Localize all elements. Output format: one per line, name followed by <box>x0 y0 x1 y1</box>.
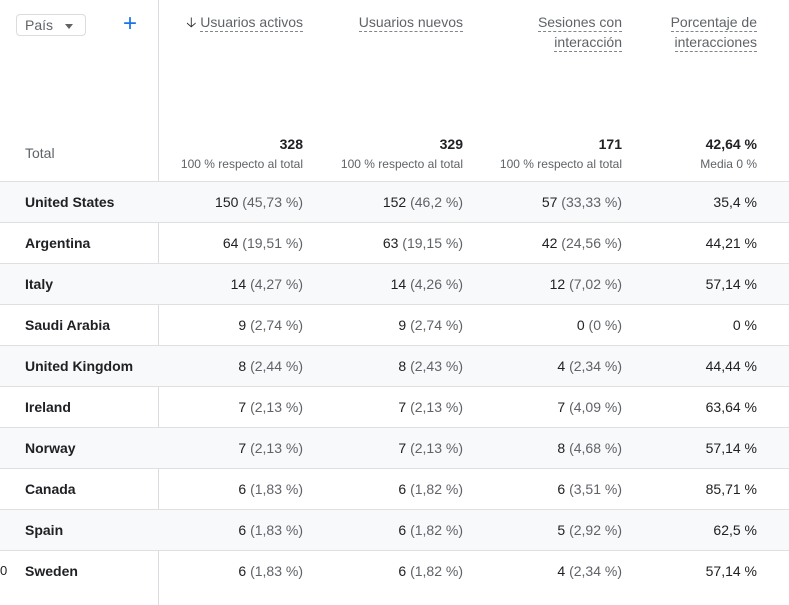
country-name[interactable]: Canada <box>25 481 76 497</box>
country-name[interactable]: Spain <box>25 522 64 538</box>
engaged-sessions-cell: 5 (2,92 %) <box>557 522 622 538</box>
active-users-cell: 6 (1,83 %) <box>238 481 303 497</box>
engaged-sessions-cell: 12 (7,02 %) <box>549 276 622 292</box>
engagement-rate-cell: 62,5 % <box>713 522 757 538</box>
country-name[interactable]: United Kingdom <box>25 358 134 374</box>
new-users-cell: 9 (2,74 %) <box>398 317 463 333</box>
country-name[interactable]: Norway <box>25 440 76 456</box>
active-users-cell: 14 (4,27 %) <box>230 276 303 292</box>
engagement-rate-cell: 85,71 % <box>705 481 757 497</box>
active-users-cell: 6 (1,83 %) <box>238 563 303 579</box>
engagement-rate-cell: 57,14 % <box>705 276 757 292</box>
new-users-cell: 63 (19,15 %) <box>382 235 463 251</box>
row-index-fragment: 0 <box>0 563 8 578</box>
header-engagement-rate[interactable]: Porcentaje de interacciones <box>670 14 757 52</box>
engagement-rate-cell: 35,4 % <box>713 194 757 210</box>
active-users-cell: 7 (2,13 %) <box>238 440 303 456</box>
dimension-selector[interactable]: País <box>16 14 86 36</box>
sort-down-arrow-icon: 🡣 <box>186 14 197 30</box>
engaged-sessions-cell: 4 (2,34 %) <box>557 563 622 579</box>
table-row[interactable]: Saudi Arabia 9 (2,74 %) 9 (2,74 %) 0 (0 %) 0… <box>0 304 789 345</box>
active-users-cell: 150 (45,73 %) <box>215 194 303 210</box>
total-active-users: 328 <box>279 136 303 152</box>
engagement-rate-cell: 0 % <box>732 317 757 333</box>
engaged-sessions-cell: 57 (33,33 %) <box>541 194 622 210</box>
table-row[interactable]: Canada 6 (1,83 %) 6 (1,82 %) 6 (3,51 %) 85,7… <box>0 468 789 509</box>
engagement-rate-cell: 57,14 % <box>705 440 757 456</box>
table-row[interactable]: Norway 7 (2,13 %) 7 (2,13 %) 8 (4,68 %) 57,1… <box>0 427 789 468</box>
engagement-rate-cell: 57,14 % <box>705 563 757 579</box>
total-engaged-sessions: 171 <box>598 136 622 152</box>
total-label: Total <box>25 145 55 161</box>
engagement-rate-cell: 63,64 % <box>705 399 757 415</box>
engaged-sessions-cell: 8 (4,68 %) <box>557 440 622 456</box>
header-new-users[interactable]: Usuarios nuevos <box>358 14 463 32</box>
caret-down-icon <box>65 24 73 29</box>
new-users-cell: 6 (1,82 %) <box>398 522 463 538</box>
engaged-sessions-cell: 7 (4,09 %) <box>557 399 622 415</box>
table-row[interactable]: Ireland 7 (2,13 %) 7 (2,13 %) 7 (4,09 %) 63,… <box>0 386 789 427</box>
engaged-sessions-cell: 0 (0 %) <box>576 317 622 333</box>
header-engaged-sessions[interactable]: Sesiones con interacción <box>537 14 622 52</box>
engaged-sessions-cell: 42 (24,56 %) <box>541 235 622 251</box>
new-users-cell: 8 (2,43 %) <box>398 358 463 374</box>
header-active-users[interactable]: 🡣 Usuarios activos <box>186 14 303 32</box>
engaged-sessions-cell: 6 (3,51 %) <box>557 481 622 497</box>
table-row[interactable]: Spain 6 (1,83 %) 6 (1,82 %) 5 (2,92 %) 62,5 … <box>0 509 789 550</box>
active-users-cell: 7 (2,13 %) <box>238 399 303 415</box>
engaged-sessions-cell: 4 (2,34 %) <box>557 358 622 374</box>
total-new-users-sub: 100 % respecto al total <box>340 157 463 171</box>
total-active-users-sub: 100 % respecto al total <box>180 157 303 171</box>
total-engagement-rate: 42,64 % <box>705 136 757 152</box>
total-engaged-sessions-sub: 100 % respecto al total <box>499 157 622 171</box>
new-users-cell: 6 (1,82 %) <box>398 481 463 497</box>
engagement-rate-cell: 44,21 % <box>705 235 757 251</box>
country-name[interactable]: Sweden <box>25 563 78 579</box>
table-row[interactable]: Italy 14 (4,27 %) 14 (4,26 %) 12 (7,02 %) 57… <box>0 263 789 304</box>
new-users-cell: 6 (1,82 %) <box>398 563 463 579</box>
new-users-cell: 7 (2,13 %) <box>398 440 463 456</box>
total-new-users: 329 <box>439 136 463 152</box>
active-users-cell: 8 (2,44 %) <box>238 358 303 374</box>
country-name[interactable]: United States <box>25 194 115 210</box>
table-row[interactable]: Sweden 6 (1,83 %) 6 (1,82 %) 4 (2,34 %) 57,1… <box>0 550 789 591</box>
active-users-cell: 9 (2,74 %) <box>238 317 303 333</box>
add-dimension-button[interactable]: + <box>122 10 137 37</box>
total-engagement-rate-sub: Media 0 % <box>700 157 757 171</box>
table-row[interactable]: United Kingdom 8 (2,44 %) 8 (2,43 %) 4 (2,3… <box>0 345 789 386</box>
country-name[interactable]: Saudi Arabia <box>25 317 111 333</box>
country-name[interactable]: Argentina <box>25 235 91 251</box>
new-users-cell: 14 (4,26 %) <box>390 276 463 292</box>
active-users-cell: 6 (1,83 %) <box>238 522 303 538</box>
country-name[interactable]: Italy <box>25 276 54 292</box>
dimension-label: País <box>25 17 54 33</box>
table-row[interactable]: Argentina 64 (19,51 %) 63 (19,15 %) 42 (24,… <box>0 222 789 263</box>
new-users-cell: 152 (46,2 %) <box>382 194 463 210</box>
active-users-cell: 64 (19,51 %) <box>222 235 303 251</box>
country-name[interactable]: Ireland <box>25 399 71 415</box>
new-users-cell: 7 (2,13 %) <box>398 399 463 415</box>
engagement-rate-cell: 44,44 % <box>705 358 757 374</box>
table-row[interactable]: United States 150 (45,73 %) 152 (46,2 %) 57… <box>0 181 789 222</box>
